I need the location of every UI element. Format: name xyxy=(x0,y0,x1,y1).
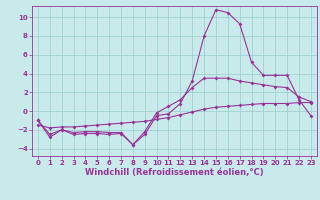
X-axis label: Windchill (Refroidissement éolien,°C): Windchill (Refroidissement éolien,°C) xyxy=(85,168,264,177)
